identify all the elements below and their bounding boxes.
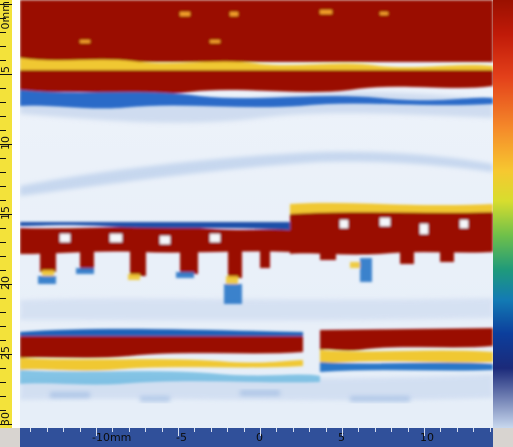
ruler-corner-right — [493, 428, 513, 447]
amplitude-colorbar — [493, 0, 513, 428]
depth-tick — [0, 410, 6, 411]
lateral-tick — [96, 428, 97, 436]
lateral-label-10: 10 — [420, 431, 434, 444]
lateral-tick — [457, 428, 458, 432]
depth-tick — [0, 74, 12, 75]
depth-tick — [0, 298, 6, 299]
lateral-tick — [30, 428, 31, 432]
depth-tick — [0, 102, 6, 103]
lateral-label-minus-5: -5 — [176, 431, 187, 444]
depth-tick — [0, 116, 6, 117]
depth-tick — [0, 256, 6, 257]
depth-tick — [0, 284, 12, 285]
lateral-label-0: 0 — [256, 431, 263, 444]
lateral-tick — [244, 428, 245, 432]
depth-label-5: 5 — [0, 66, 12, 73]
lateral-tick — [342, 428, 343, 436]
lateral-tick — [129, 428, 130, 432]
lateral-tick — [375, 428, 376, 432]
depth-tick — [0, 242, 6, 243]
depth-label-10: 10 — [0, 136, 12, 150]
depth-ruler: 0mm 5 10 15 20 25 30 — [0, 0, 21, 428]
depth-tick — [0, 32, 6, 33]
depth-tick — [0, 368, 6, 369]
depth-label-20: 20 — [0, 276, 12, 290]
lateral-tick — [293, 428, 294, 432]
lateral-tick — [227, 428, 228, 432]
lateral-tick — [162, 428, 163, 432]
depth-tick — [0, 144, 12, 145]
depth-tick — [0, 60, 6, 61]
lateral-tick — [194, 428, 195, 432]
depth-tick — [0, 270, 6, 271]
depth-label-15: 15 — [0, 206, 12, 220]
scan-heatmap — [20, 0, 493, 428]
depth-tick — [0, 340, 6, 341]
depth-tick — [0, 228, 6, 229]
depth-tick — [0, 46, 6, 47]
lateral-tick — [112, 428, 113, 432]
depth-tick — [0, 312, 6, 313]
lateral-tick — [80, 428, 81, 432]
depth-label-25: 25 — [0, 346, 12, 360]
depth-tick — [0, 214, 12, 215]
lateral-tick — [473, 428, 474, 432]
lateral-tick — [424, 428, 425, 436]
depth-tick — [0, 200, 6, 201]
lateral-tick — [178, 428, 179, 436]
depth-label-0mm: 0mm — [0, 1, 12, 30]
depth-tick — [0, 88, 6, 89]
depth-tick — [0, 382, 6, 383]
depth-tick — [0, 18, 6, 19]
lateral-tick — [145, 428, 146, 432]
scan-image[interactable] — [20, 0, 493, 428]
lateral-tick — [391, 428, 392, 432]
lateral-tick — [276, 428, 277, 432]
ruler-corner-left — [0, 428, 20, 447]
lateral-tick — [260, 428, 261, 436]
lateral-tick — [408, 428, 409, 432]
lateral-label-minus-10mm: -10mm — [92, 431, 132, 444]
depth-tick — [0, 396, 6, 397]
depth-tick — [0, 158, 6, 159]
lateral-tick — [309, 428, 310, 432]
depth-tick — [0, 172, 6, 173]
depth-tick — [0, 186, 6, 187]
depth-tick — [0, 130, 6, 131]
lateral-ruler: -10mm -5 0 5 10 — [20, 428, 493, 447]
lateral-tick — [63, 428, 64, 432]
lateral-tick — [47, 428, 48, 432]
lateral-tick — [440, 428, 441, 432]
depth-tick — [0, 4, 12, 5]
lateral-tick — [358, 428, 359, 432]
depth-tick — [0, 326, 6, 327]
depth-tick — [0, 354, 12, 355]
depth-tick — [0, 424, 12, 425]
lateral-tick — [211, 428, 212, 432]
lateral-tick — [326, 428, 327, 432]
lateral-tick — [490, 428, 491, 432]
lateral-label-5: 5 — [338, 431, 345, 444]
